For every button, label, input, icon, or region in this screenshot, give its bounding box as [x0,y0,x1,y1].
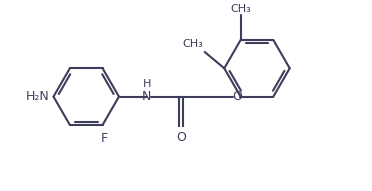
Text: N: N [142,90,151,103]
Text: H: H [142,79,151,89]
Text: O: O [176,131,186,144]
Text: CH₃: CH₃ [182,39,203,49]
Text: F: F [101,132,108,145]
Text: CH₃: CH₃ [230,4,251,14]
Text: O: O [232,90,242,103]
Text: H₂N: H₂N [26,90,49,103]
